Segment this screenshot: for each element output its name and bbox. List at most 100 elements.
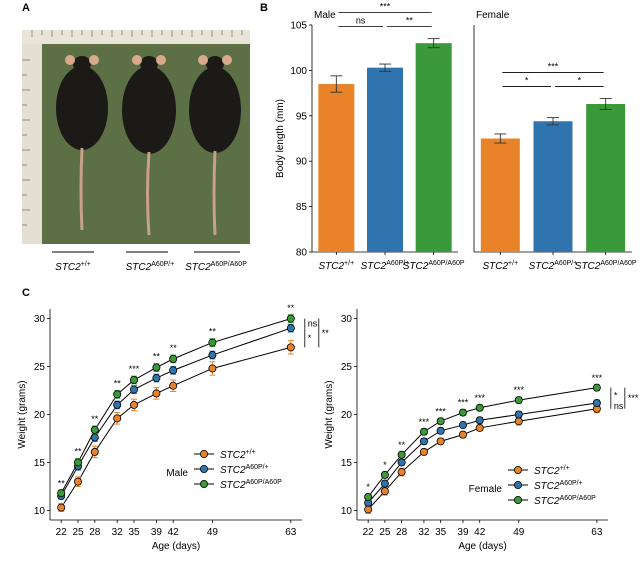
bar-chart-male: 80 85 90 95 100 105 Body length (mm) Male STC2+/… — [275, 2, 465, 272]
x-tick-label: 42 — [474, 527, 486, 538]
bar — [366, 67, 404, 253]
x-tick-label: 25 — [379, 527, 391, 538]
data-point — [514, 396, 523, 405]
data-point — [514, 417, 523, 426]
point-significance: ** — [153, 352, 161, 362]
point-significance: *** — [419, 417, 430, 427]
legend-marker — [199, 449, 208, 458]
data-point — [475, 416, 484, 425]
data-point — [592, 383, 601, 392]
data-point — [364, 505, 373, 514]
point-significance: *** — [129, 364, 140, 374]
point-significance: * — [383, 460, 387, 470]
data-point — [169, 354, 178, 363]
data-point — [152, 374, 161, 383]
significance-label: * — [578, 76, 582, 86]
x-tick-label: 39 — [151, 527, 163, 538]
x-tick-label: 35 — [435, 527, 447, 538]
data-point — [419, 427, 428, 436]
y-tick-label: 10 — [341, 506, 353, 517]
series-bracket-label: * — [614, 390, 618, 400]
y-tick-label: 105 — [290, 21, 307, 32]
point-significance: ** — [170, 343, 178, 353]
x-tick-label: 42 — [168, 527, 180, 538]
y-axis-label: Weight (grams) — [324, 380, 335, 448]
panel-letter-c: C — [22, 287, 30, 299]
bar — [586, 103, 626, 252]
data-point — [74, 477, 83, 486]
data-point — [397, 468, 406, 477]
x-tick-label: 32 — [112, 527, 124, 538]
genotype-label-het: STC2A60P/+ — [126, 261, 175, 273]
x-axis-label: Age (days) — [152, 541, 200, 552]
data-point — [152, 389, 161, 398]
y-tick-label: 95 — [296, 111, 308, 122]
significance-label: *** — [548, 62, 559, 72]
data-point — [90, 425, 99, 434]
data-point — [286, 343, 295, 352]
legend-label: STC2A60P/A60P — [220, 479, 282, 491]
series-bracket-label: * — [308, 333, 312, 343]
point-significance: ** — [114, 379, 122, 389]
point-significance: ** — [398, 440, 406, 450]
y-axis-label: Weight (grams) — [17, 380, 28, 448]
series-bracket-label: ns — [308, 318, 318, 328]
mouse-photo — [22, 30, 250, 244]
point-significance: * — [366, 482, 370, 492]
x-tick-label: 63 — [591, 527, 603, 538]
ruler-left — [22, 44, 42, 244]
y-tick-label: 25 — [34, 362, 46, 373]
significance-label: * — [525, 76, 529, 86]
data-point — [514, 410, 523, 419]
data-point — [458, 408, 467, 417]
y-tick-label: 15 — [34, 458, 46, 469]
y-tick-label: 20 — [341, 410, 353, 421]
point-significance: *** — [458, 398, 469, 408]
x-tick-label: STC2A60P/A60P — [575, 260, 637, 272]
point-significance: ** — [74, 447, 82, 457]
data-point — [458, 421, 467, 430]
data-point — [592, 398, 601, 407]
mouse-photo-graphic — [22, 30, 250, 244]
x-tick-label: 22 — [363, 527, 375, 538]
x-tick-label: 39 — [457, 527, 469, 538]
bar — [318, 84, 355, 253]
point-significance: ** — [209, 327, 217, 337]
bar — [415, 43, 452, 252]
data-point — [113, 390, 122, 399]
data-point — [113, 400, 122, 409]
point-significance: *** — [474, 393, 485, 403]
data-point — [286, 324, 295, 333]
data-point — [113, 414, 122, 423]
data-point — [380, 487, 389, 496]
data-point — [380, 470, 389, 479]
chart-title: Male — [314, 10, 336, 21]
data-point — [208, 364, 217, 373]
legend-marker — [199, 464, 208, 473]
panel-a-labels: STC2+/+ STC2A60P/+ STC2A60P/A60P — [52, 251, 247, 273]
data-point — [436, 437, 445, 446]
x-tick-label: STC2+/+ — [482, 260, 518, 272]
y-tick-label: 15 — [341, 458, 353, 469]
legend-marker — [514, 480, 523, 489]
line-chart-female: 10 15 20 25 30 22 25 28 32 35 39 42 49 63 Age (days) We… — [324, 309, 639, 552]
y-tick-label: 100 — [290, 66, 307, 77]
point-significance: ** — [58, 478, 66, 488]
legend-marker — [514, 495, 523, 504]
x-tick-label: 49 — [513, 527, 525, 538]
point-significance: *** — [592, 373, 603, 383]
data-point — [90, 447, 99, 456]
point-significance: ** — [287, 303, 295, 313]
significance-label: ns — [356, 16, 366, 26]
legend-label: STC2+/+ — [534, 465, 570, 477]
data-point — [152, 363, 161, 372]
chart-title: Female — [476, 10, 510, 21]
y-tick-label: 10 — [34, 506, 46, 517]
significance-label: *** — [380, 2, 391, 12]
x-tick-label: 49 — [207, 527, 219, 538]
ruler-top — [22, 30, 250, 44]
ruler-left-ticks — [22, 59, 30, 226]
data-point — [57, 489, 66, 498]
series-bracket-label: *** — [628, 393, 639, 403]
